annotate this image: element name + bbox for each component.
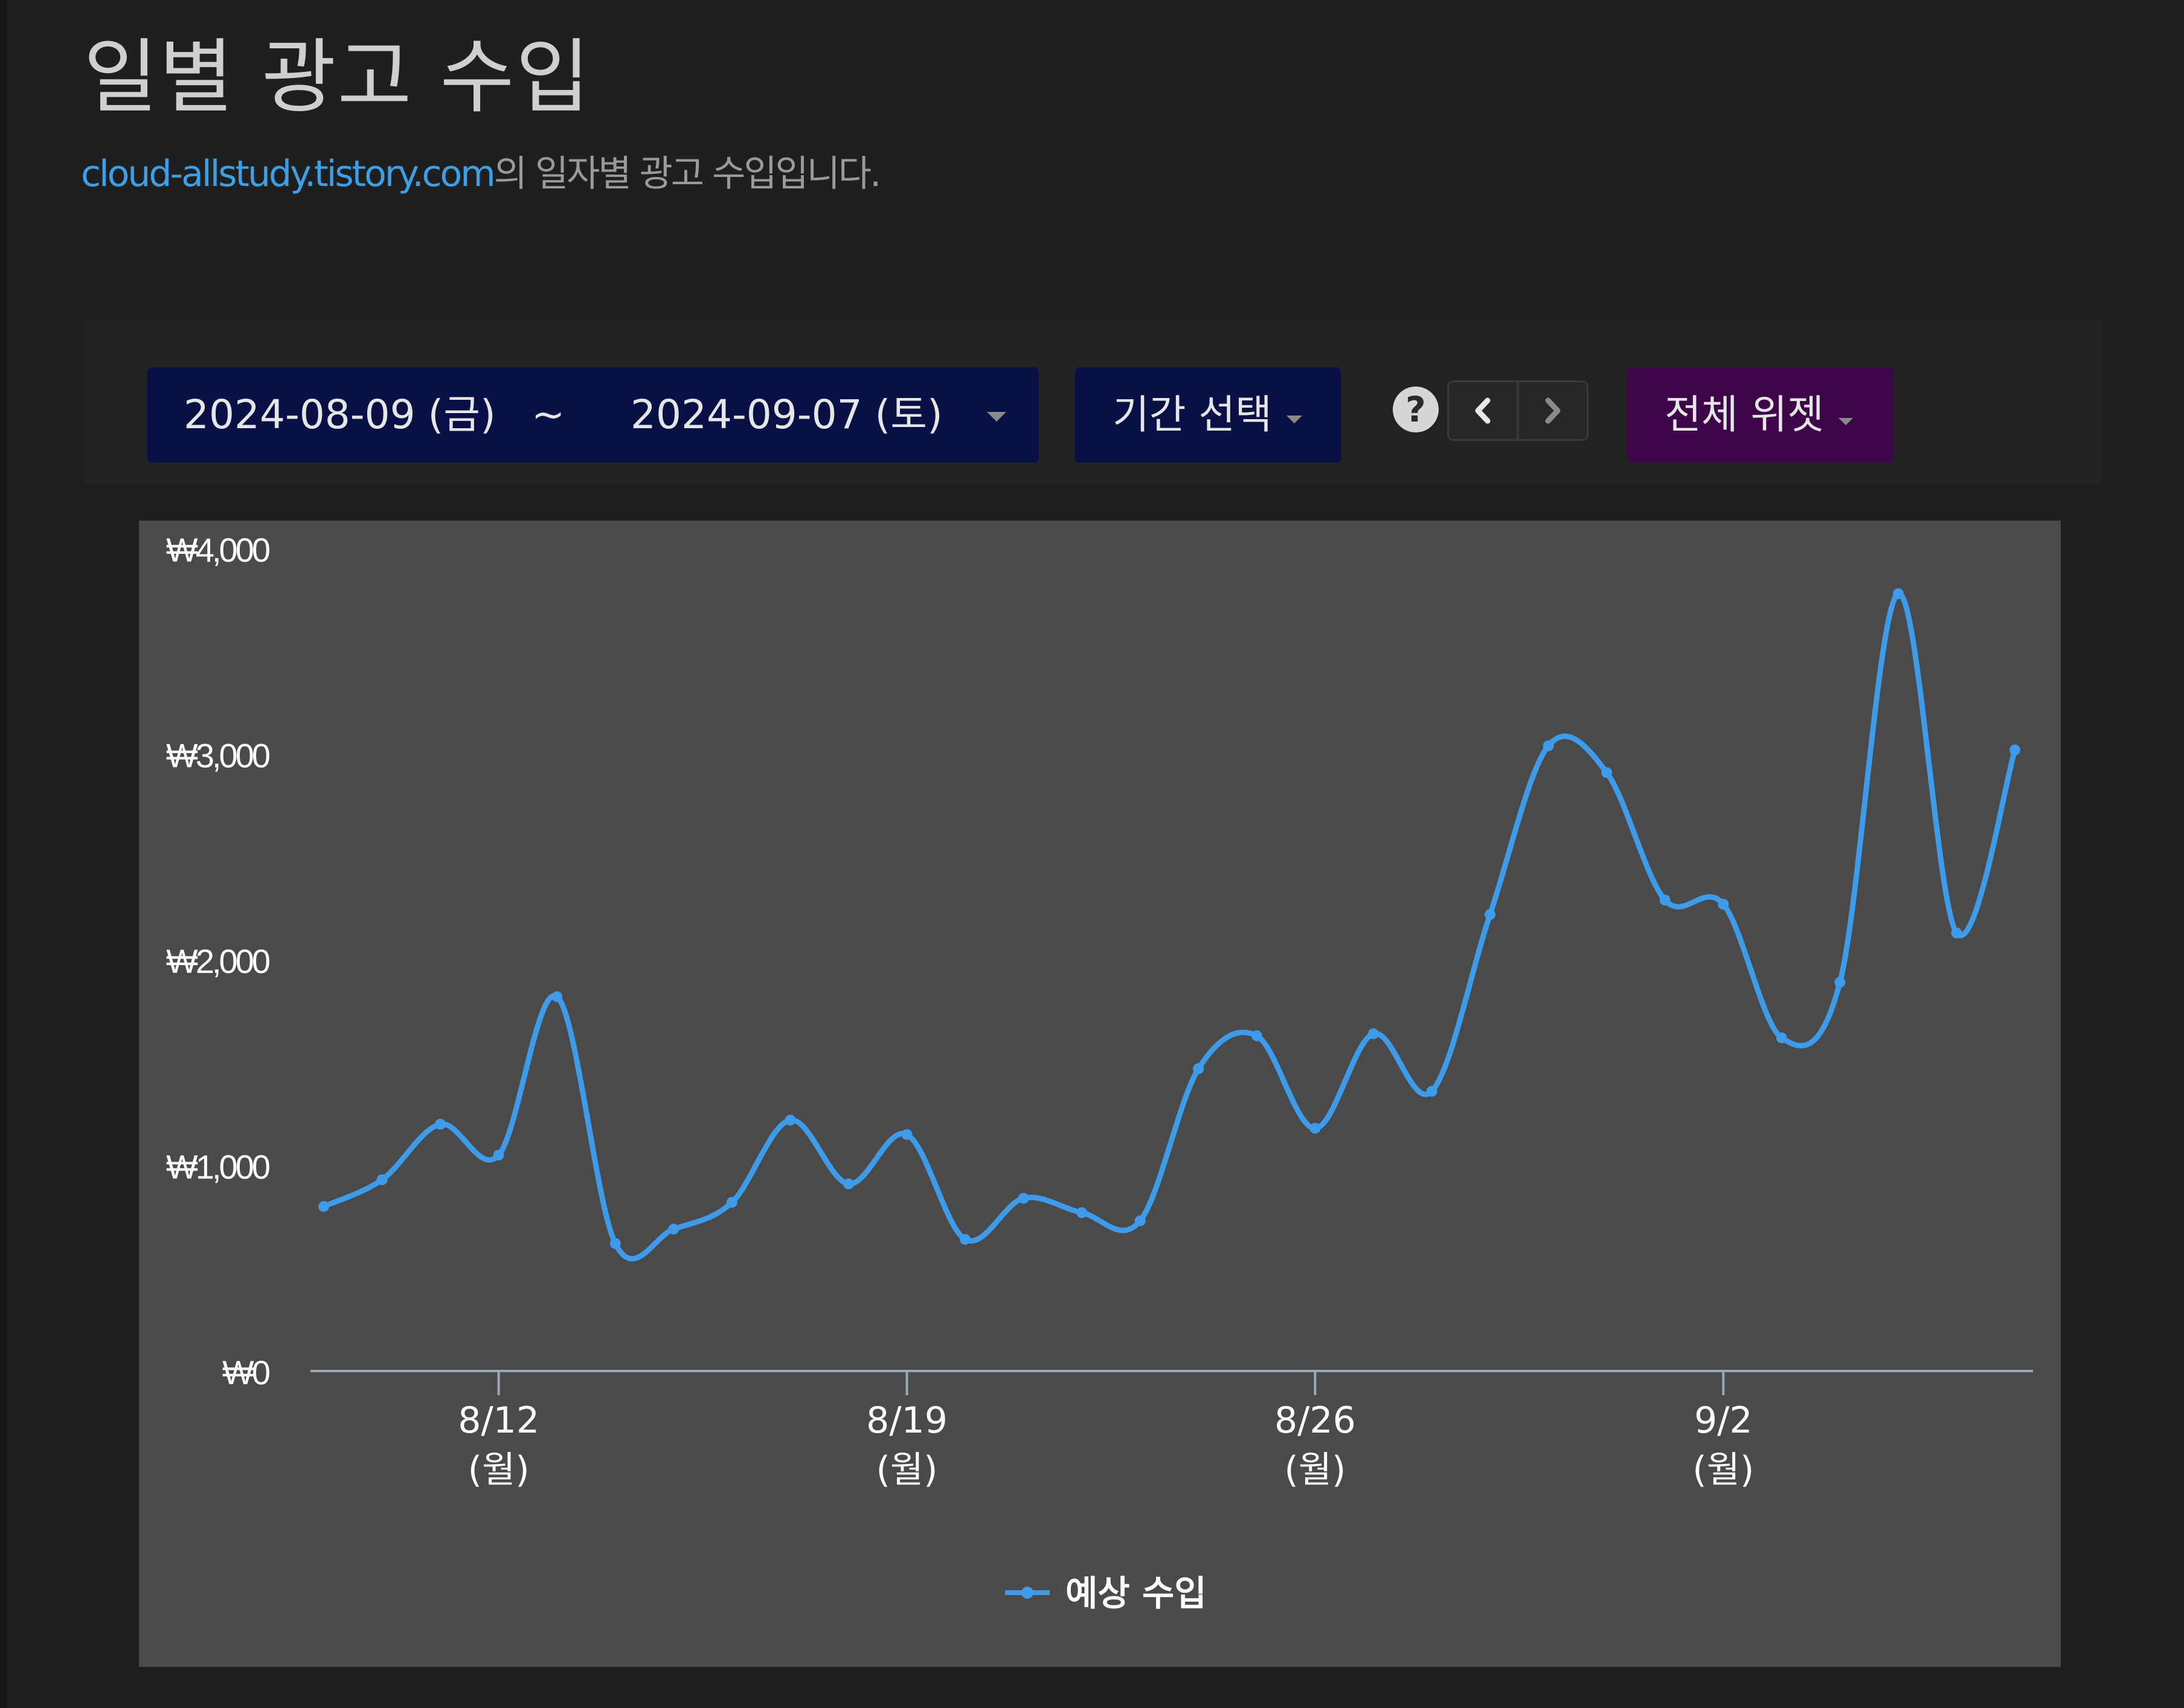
widget-select-button[interactable]: 전체 위젯 — [1627, 367, 1894, 463]
data-point — [1018, 1192, 1029, 1204]
data-point — [551, 991, 563, 1003]
x-tick-weekday: (월) — [876, 1449, 938, 1491]
x-tick-weekday: (월) — [468, 1449, 530, 1491]
chevron-down-icon — [1839, 418, 1853, 425]
date-range-picker[interactable]: 2024-08-09 (금) ~ 2024-09-07 (토) — [147, 367, 1039, 463]
blog-domain-link[interactable]: cloud-allstudy.tistory.com — [81, 153, 496, 195]
data-point — [726, 1196, 737, 1208]
chevron-down-icon — [987, 412, 1006, 422]
data-point — [318, 1201, 329, 1212]
x-tick-label: 8/12 — [458, 1399, 539, 1442]
legend-label: 예상 수입 — [1065, 1573, 1207, 1614]
period-select-button[interactable]: 기간 선택 — [1075, 367, 1341, 463]
data-point — [1076, 1207, 1088, 1218]
data-point — [493, 1149, 504, 1161]
data-point — [1601, 767, 1613, 779]
data-point — [1426, 1085, 1437, 1097]
y-tick-label: ₩4,000 — [166, 531, 269, 569]
description-text: 의 일자별 광고 수입입니다. — [493, 153, 881, 195]
data-point — [1193, 1063, 1204, 1074]
data-point — [901, 1129, 913, 1140]
series-line — [321, 591, 2018, 1262]
data-point — [843, 1178, 854, 1190]
chart-panel: ₩0 ₩1,000 ₩2,000 ₩3,000 ₩4,000 8/12 (월) 8/19 (월)… — [139, 521, 2061, 1667]
page-title: 일별 광고 수입 — [83, 30, 591, 124]
end-date: 2024-09-07 (토) — [631, 391, 943, 438]
page-description: cloud-allstudy.tistory.com의 일자별 광고 수입입니다… — [81, 150, 881, 198]
data-point — [1718, 899, 1729, 910]
y-tick-label: ₩2,000 — [166, 942, 269, 980]
x-tick-label: 8/19 — [866, 1399, 948, 1442]
data-point — [1367, 1028, 1379, 1039]
data-point — [1251, 1030, 1262, 1041]
left-edge — [0, 0, 7, 1708]
x-tick-label: 8/26 — [1274, 1399, 1356, 1442]
data-point — [1776, 1032, 1787, 1044]
data-point — [668, 1224, 679, 1235]
data-point — [1659, 894, 1671, 906]
x-tick-label: 9/2 — [1694, 1399, 1753, 1442]
data-point — [1951, 927, 1962, 939]
data-point — [1834, 977, 1846, 988]
data-point — [1134, 1215, 1146, 1227]
y-tick-label: ₩0 — [222, 1353, 269, 1392]
x-tick-weekday: (월) — [1692, 1449, 1754, 1491]
date-separator: ~ — [532, 391, 565, 438]
data-point — [1485, 909, 1496, 920]
data-point — [2009, 744, 2020, 756]
data-point — [1309, 1123, 1321, 1134]
period-select-label: 기간 선택 — [1113, 391, 1272, 438]
widget-select-label: 전체 위젯 — [1665, 391, 1824, 438]
chevron-left-icon — [1475, 397, 1491, 424]
y-tick-label: ₩3,000 — [166, 737, 269, 775]
chevron-down-icon — [1286, 416, 1302, 423]
help-icon[interactable]: ? — [1393, 387, 1439, 432]
data-point — [1892, 588, 1904, 599]
data-point — [435, 1119, 446, 1130]
revenue-line-chart: ₩0 ₩1,000 ₩2,000 ₩3,000 ₩4,000 8/12 (월) 8/19 (월)… — [166, 531, 2033, 1614]
data-point — [376, 1174, 388, 1186]
legend-point-swatch — [1021, 1587, 1033, 1599]
data-point — [960, 1234, 971, 1245]
next-period-button[interactable] — [1517, 380, 1588, 441]
chevron-right-icon — [1545, 397, 1561, 424]
data-point — [609, 1238, 621, 1249]
start-date: 2024-08-09 (금) — [184, 391, 496, 438]
data-point — [1543, 740, 1554, 751]
prev-period-button[interactable] — [1447, 380, 1518, 441]
x-tick-weekday: (월) — [1284, 1449, 1346, 1491]
data-point — [785, 1114, 796, 1126]
y-tick-label: ₩1,000 — [166, 1148, 269, 1186]
